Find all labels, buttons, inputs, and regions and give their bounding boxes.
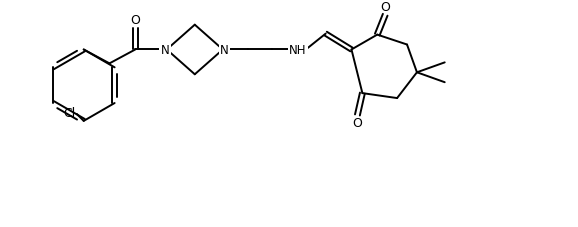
Text: O: O: [131, 14, 140, 27]
Text: N: N: [161, 44, 169, 57]
Text: Cl: Cl: [64, 107, 76, 120]
Text: NH: NH: [289, 44, 307, 57]
Text: N: N: [220, 44, 229, 57]
Text: O: O: [380, 1, 390, 14]
Text: O: O: [353, 117, 362, 130]
